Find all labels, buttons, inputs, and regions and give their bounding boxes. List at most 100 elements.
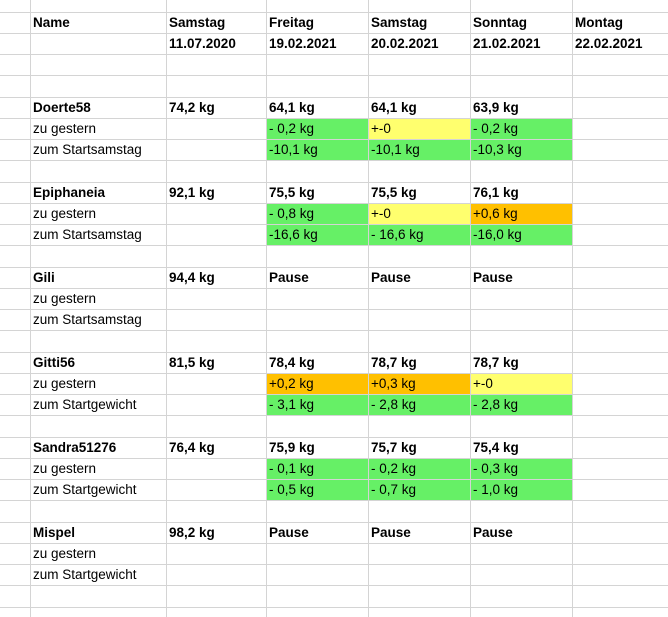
grid-line [0,585,668,587]
cell: zum Startgewicht [33,567,137,582]
grid-line [0,309,668,310]
cell: Gitti56 [33,354,76,370]
cell: zu gestern [33,290,97,306]
cell: +0,2 kg [266,372,368,394]
cell: zu gestern [33,120,97,136]
cell: zu gestern [33,375,97,391]
grid-line [0,457,668,459]
grid-line [0,54,668,55]
grid-line [166,0,167,617]
cell: zu gestern [33,545,97,561]
cell: - 0,7 kg [368,479,470,501]
cell: 94,4 kg [169,269,215,285]
grid-line [0,479,668,480]
cell: zu gestern [33,205,97,221]
cell: Gili [33,269,55,285]
cell: 76,4 kg [169,439,215,455]
grid-line [470,0,471,617]
cell: 75,4 kg [473,439,519,455]
grid-line [0,606,668,608]
grid-line [0,117,668,119]
grid-line [0,394,668,395]
cell: zum Startgewicht [33,397,137,412]
cell: - 0,5 kg [266,479,368,501]
cell: zum Startsamstag [33,312,142,327]
grid-line [0,160,668,162]
cell: - 3,1 kg [266,394,368,416]
cell: Pause [371,269,411,285]
cell: -16,6 kg [266,224,368,246]
cell: 74,2 kg [169,99,215,115]
cell: 19.02.2021 [269,35,337,51]
grid-line [572,0,573,617]
cell: 78,7 kg [371,354,417,370]
cell: +0,6 kg [470,202,572,224]
grid-line [0,139,668,140]
cell: - 0,3 kg [470,457,572,479]
cell: +0,3 kg [368,372,470,394]
cell: -10,1 kg [266,139,368,161]
grid-line [0,96,668,98]
grid-line [0,181,668,183]
cell: Epiphaneia [33,184,106,200]
cell: zu gestern [33,460,97,476]
cell: 75,5 kg [269,184,315,200]
grid-line [0,564,668,565]
cell: - 0,2 kg [368,457,470,479]
cell: 75,9 kg [269,439,315,455]
cell: 21.02.2021 [473,35,541,51]
cell: zum Startsamstag [33,142,142,157]
cell: Doerte58 [33,99,91,115]
grid-line [0,11,668,13]
cell: Pause [371,524,411,540]
grid-line [0,436,668,438]
cell: -16,0 kg [470,224,572,246]
cell: 76,1 kg [473,184,519,200]
grid-line [0,224,668,225]
cell: -10,3 kg [470,139,572,161]
grid-line [0,372,668,374]
cell: - 2,8 kg [368,394,470,416]
cell: - 16,6 kg [368,224,470,246]
cell: Montag [575,14,623,30]
cell: Freitag [269,14,315,30]
cell: 92,1 kg [169,184,215,200]
grid-line [0,287,668,289]
cell: Sonntag [473,14,527,30]
grid-line [0,542,668,544]
grid-line [0,202,668,204]
cell: Mispel [33,524,76,540]
cell: 64,1 kg [269,99,315,115]
cell: +-0 [368,117,470,139]
cell: - 0,2 kg [266,117,368,139]
cell: Sandra51276 [33,439,117,455]
grid-line [0,330,668,332]
grid-line [0,500,668,502]
cell: Pause [473,524,513,540]
cell: +-0 [368,202,470,224]
cell: zum Startsamstag [33,227,142,242]
cell: 64,1 kg [371,99,417,115]
grid-line [0,521,668,523]
grid-line [266,0,267,617]
cell: - 2,8 kg [470,394,572,416]
grid-line [0,351,668,353]
grid-line [0,415,668,417]
grid-line [30,0,31,617]
cell: Pause [269,269,309,285]
cell: 75,5 kg [371,184,417,200]
cell: 20.02.2021 [371,35,439,51]
cell: 22.02.2021 [575,35,643,51]
cell: 75,7 kg [371,439,417,455]
grid-line [0,266,668,268]
grid-line [368,0,369,617]
cell: 78,7 kg [473,354,519,370]
cell: Samstag [169,14,226,30]
cell: - 0,1 kg [266,457,368,479]
cell: Name [33,14,70,30]
cell: - 1,0 kg [470,479,572,501]
cell: Pause [473,269,513,285]
grid-line [0,75,668,77]
grid-line [0,245,668,247]
